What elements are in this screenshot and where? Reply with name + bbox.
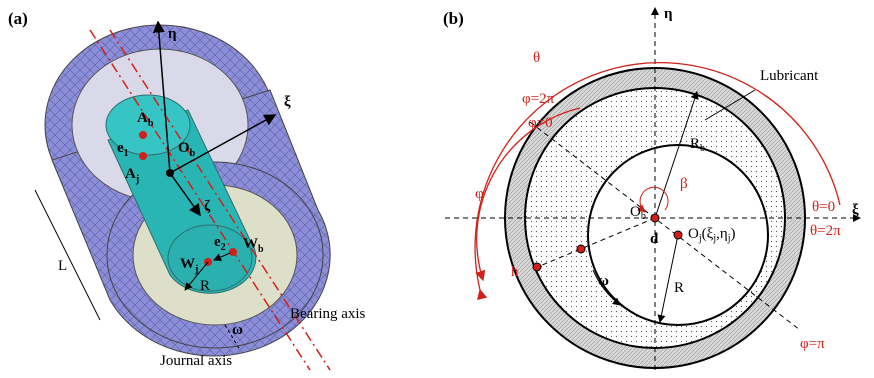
label: L: [58, 258, 67, 274]
panel-tag: (b): [443, 9, 464, 28]
label-sub: b: [641, 211, 646, 222]
label: φ=0: [528, 115, 553, 131]
point-film-inner: [577, 245, 585, 253]
label: η: [664, 6, 673, 22]
label: Lubricant: [760, 68, 819, 84]
label: Bearing axis: [290, 306, 366, 322]
label-sub: 2: [221, 242, 226, 253]
label-main: (ξ: [702, 226, 714, 242]
label-main: R: [690, 136, 700, 152]
panel-a: (a) η ξ ζ Ab e1 Aj Ob e2 Wj Wb R L Beari…: [8, 9, 366, 370]
panel-b: (b) η θ Lubricant φ=2π φ=0 Rb φ β Ob θ=0…: [443, 6, 860, 370]
label-main: O: [630, 204, 641, 220]
label-main: O: [688, 226, 699, 242]
label-sub: j: [135, 174, 139, 185]
label-sub: b: [700, 143, 705, 154]
label: β: [680, 176, 688, 192]
label-sub: b: [148, 118, 154, 129]
label: ζ: [204, 198, 211, 214]
panel-tag: (a): [8, 9, 28, 28]
label-sub: b: [258, 244, 264, 255]
label-main: A: [137, 110, 148, 126]
label: R: [200, 278, 210, 294]
label: ω: [598, 273, 609, 289]
label: Journal axis: [160, 353, 232, 369]
label: θ=0: [812, 199, 835, 215]
point-ob: [651, 214, 659, 222]
label: φ=2π: [522, 91, 555, 107]
point-oj: [674, 231, 682, 239]
label: h: [511, 264, 519, 280]
label: ω: [232, 322, 243, 338]
label-sub: 1: [124, 148, 129, 159]
label-main: O: [178, 140, 190, 156]
label: φ=π: [800, 336, 825, 352]
label: θ: [533, 50, 540, 66]
point-ab: [139, 131, 147, 139]
point-aj: [139, 152, 147, 160]
figure: (a) η ξ ζ Ab e1 Aj Ob e2 Wj Wb R L Beari…: [0, 0, 874, 378]
label: ξ: [852, 202, 859, 218]
label: η: [168, 26, 177, 42]
label: θ=2π: [810, 223, 841, 239]
page: (a) η ξ ζ Ab e1 Aj Ob e2 Wj Wb R L Beari…: [0, 0, 874, 378]
label-main: ,η: [716, 226, 728, 242]
label: ξ: [284, 94, 291, 110]
label-main: ): [730, 226, 735, 242]
label: φ: [475, 186, 484, 202]
label-main: W: [243, 236, 258, 252]
label-main: W: [180, 256, 195, 272]
origin: [166, 169, 174, 177]
point-wb: [229, 248, 237, 256]
label-sub: j: [194, 264, 198, 275]
label-main: A: [125, 166, 136, 182]
label: R: [674, 280, 684, 296]
label-sub: b: [190, 148, 196, 159]
label: d: [650, 231, 659, 247]
point-film-outer: [533, 263, 541, 271]
